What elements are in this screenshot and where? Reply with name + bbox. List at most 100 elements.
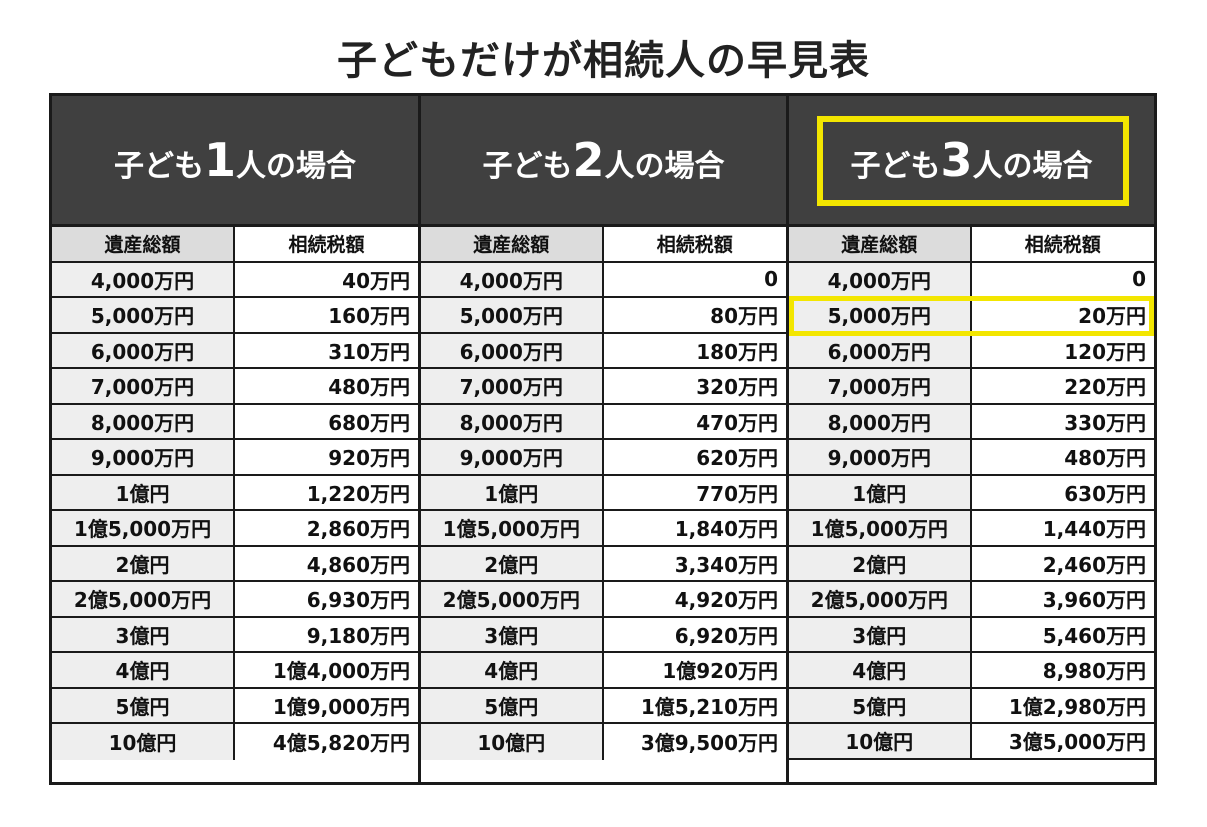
- tax-value: 6,930万円: [235, 582, 418, 616]
- column-header-estate: 遺産総額: [52, 227, 235, 261]
- estate-value: 3億円: [52, 617, 235, 651]
- estate-value: 10億円: [789, 724, 972, 758]
- heading-highlight-frame: [817, 116, 1129, 206]
- table-row: 1億円 770万円: [421, 475, 786, 511]
- tax-value: 9,180万円: [235, 617, 418, 651]
- table-row: 3億円 9,180万円: [52, 617, 418, 653]
- tax-value: 4,920万円: [603, 582, 786, 616]
- table-row: 5,000万円 160万円: [52, 298, 418, 334]
- column-header-estate: 遺産総額: [421, 227, 604, 261]
- tax-value: 1億2,980万円: [971, 688, 1154, 722]
- table-row: 7,000万円 320万円: [421, 369, 786, 405]
- table-row: 9,000万円 920万円: [52, 440, 418, 476]
- tax-value: 80万円: [603, 298, 786, 332]
- table-row: 10億円 3億5,000万円: [789, 724, 1154, 760]
- table-row: 7,000万円 220万円: [789, 369, 1154, 405]
- table-row: 2億5,000万円 4,920万円: [421, 582, 786, 618]
- page-title: 子どもだけが相続人の早見表: [337, 38, 870, 84]
- estate-value: 3億円: [421, 617, 604, 651]
- column-header-row: 遺産総額 相続税額: [421, 227, 786, 263]
- table-row: 10億円 3億9,500万円: [421, 724, 786, 760]
- column-header-row: 遺産総額 相続税額: [52, 227, 418, 263]
- group-children-1: 子ども1人の場合 遺産総額 相続税額 4,000万円 40万円 5,000万円 160万円 6…: [52, 96, 418, 782]
- group-heading: 子ども1人の場合: [52, 96, 418, 227]
- tax-value: 0: [603, 262, 786, 296]
- estate-value: 5億円: [789, 688, 972, 722]
- table-row: 9,000万円 480万円: [789, 440, 1154, 476]
- group-rows: 遺産総額 相続税額 4,000万円 40万円 5,000万円 160万円 6,000万円 31…: [52, 227, 418, 782]
- heading-prefix: 子ども: [482, 149, 573, 184]
- table-row: 5億円 1億5,210万円: [421, 688, 786, 724]
- tax-value: 620万円: [603, 440, 786, 474]
- estate-value: 6,000万円: [421, 333, 604, 367]
- table-row: 2億円 3,340万円: [421, 546, 786, 582]
- estate-value: 7,000万円: [789, 369, 972, 403]
- estate-value: 2億円: [421, 546, 604, 580]
- estate-value: 5,000万円: [789, 298, 972, 332]
- estate-value: 1億円: [421, 475, 604, 509]
- table-row: 6,000万円 120万円: [789, 333, 1154, 369]
- table-row: 8,000万円 680万円: [52, 404, 418, 440]
- estate-value: 9,000万円: [789, 440, 972, 474]
- table-row: 6,000万円 180万円: [421, 333, 786, 369]
- group-heading-text: 子ども2人の場合: [482, 133, 724, 187]
- estate-value: 4,000万円: [789, 262, 972, 296]
- tax-value: 160万円: [235, 298, 418, 332]
- estate-value: 2億円: [789, 546, 972, 580]
- estate-value: 1億円: [789, 475, 972, 509]
- estate-value: 5億円: [421, 688, 604, 722]
- tax-value: 180万円: [603, 333, 786, 367]
- table-row: 1億5,000万円 1,440万円: [789, 511, 1154, 547]
- estate-value: 1億5,000万円: [52, 511, 235, 545]
- estate-value: 7,000万円: [52, 369, 235, 403]
- estate-value: 4,000万円: [52, 262, 235, 296]
- tax-value: 0: [971, 262, 1154, 296]
- group-heading-text: 子ども1人の場合: [114, 133, 356, 187]
- column-header-tax: 相続税額: [235, 227, 418, 261]
- estate-value: 2億5,000万円: [789, 582, 972, 616]
- tax-value: 770万円: [603, 475, 786, 509]
- table-row: 1億円 630万円: [789, 475, 1154, 511]
- estate-value: 4億円: [789, 653, 972, 687]
- estate-value: 1億円: [52, 475, 235, 509]
- table-row: 1億5,000万円 1,840万円: [421, 511, 786, 547]
- table-row: 4億円 1億4,000万円: [52, 653, 418, 689]
- estate-value: 10億円: [421, 724, 604, 760]
- group-heading: 子ども2人の場合: [421, 96, 786, 227]
- heading-prefix: 子ども: [850, 149, 941, 184]
- estate-value: 7,000万円: [421, 369, 604, 403]
- table-row: 5億円 1億2,980万円: [789, 688, 1154, 724]
- estate-value: 3億円: [789, 617, 972, 651]
- estate-value: 2億5,000万円: [52, 582, 235, 616]
- heading-suffix: 人の場合: [972, 149, 1093, 184]
- column-header-tax: 相続税額: [971, 227, 1154, 261]
- tax-value: 920万円: [235, 440, 418, 474]
- tax-value: 630万円: [971, 475, 1154, 509]
- heading-number: 2: [572, 133, 605, 187]
- table-row: 8,000万円 330万円: [789, 404, 1154, 440]
- table-row: 4,000万円 40万円: [52, 262, 418, 298]
- estate-value: 4億円: [421, 653, 604, 687]
- estate-value: 5,000万円: [52, 298, 235, 332]
- estate-value: 4億円: [52, 653, 235, 687]
- tax-value: 4,860万円: [235, 546, 418, 580]
- column-header-estate: 遺産総額: [789, 227, 972, 261]
- tax-value: 8,980万円: [971, 653, 1154, 687]
- column-header-tax: 相続税額: [603, 227, 786, 261]
- column-header-row: 遺産総額 相続税額: [789, 227, 1154, 263]
- tax-value: 1,840万円: [603, 511, 786, 545]
- estate-value: 6,000万円: [52, 333, 235, 367]
- table-row: 1億円 1,220万円: [52, 475, 418, 511]
- tax-value: 6,920万円: [603, 617, 786, 651]
- table-row: 4億円 1億920万円: [421, 653, 786, 689]
- tax-value: 470万円: [603, 404, 786, 438]
- inheritance-tax-table: 子ども1人の場合 遺産総額 相続税額 4,000万円 40万円 5,000万円 160万円 6…: [49, 93, 1157, 785]
- tax-value: 40万円: [235, 262, 418, 296]
- estate-value: 9,000万円: [421, 440, 604, 474]
- table-row: 4,000万円 0: [789, 262, 1154, 298]
- table-row: 8,000万円 470万円: [421, 404, 786, 440]
- table-row: 1億5,000万円 2,860万円: [52, 511, 418, 547]
- estate-value: 8,000万円: [789, 404, 972, 438]
- estate-value: 5,000万円: [421, 298, 604, 332]
- table-row: 4億円 8,980万円: [789, 653, 1154, 689]
